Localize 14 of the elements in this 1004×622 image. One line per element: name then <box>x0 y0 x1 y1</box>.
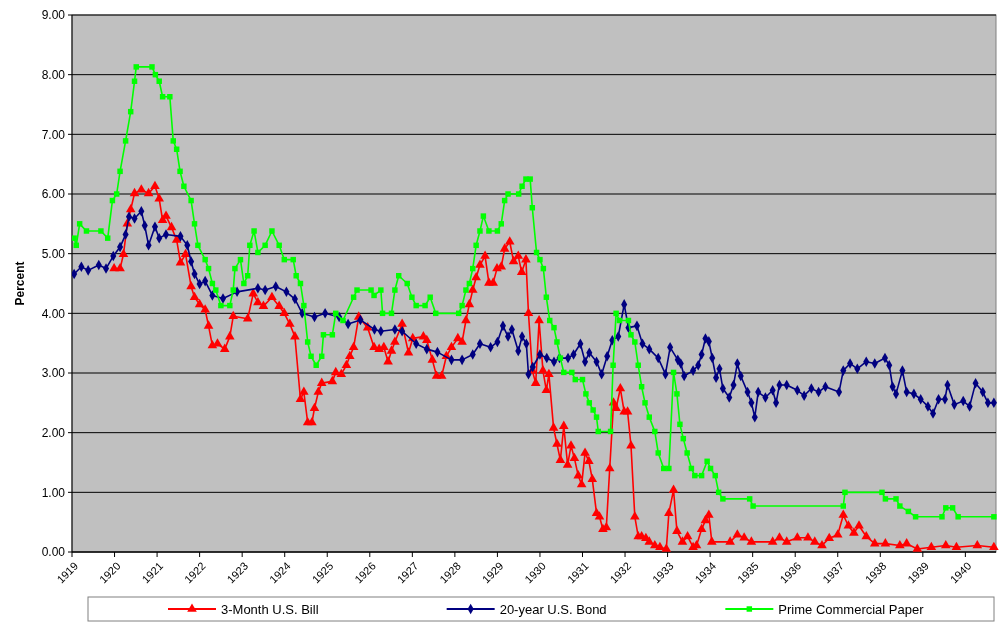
y-tick-label: 3.00 <box>41 366 66 381</box>
y-tick-label: 5.00 <box>41 246 66 261</box>
legend-label: 3-Month U.S. Bill <box>221 601 319 617</box>
y-tick-label: 1.00 <box>41 485 66 500</box>
y-tick-label: 7.00 <box>41 127 66 142</box>
y-tick-label: 6.00 <box>41 187 66 202</box>
y-axis-title: Percent <box>13 261 27 306</box>
y-tick-label: 9.00 <box>41 8 66 23</box>
y-tick-label: 0.00 <box>41 545 66 560</box>
legend-label: Prime Commercial Paper <box>778 601 925 617</box>
legend-label: 20-year U.S. Bond <box>499 601 607 617</box>
y-tick-label: 4.00 <box>41 306 66 321</box>
y-tick-label: 8.00 <box>41 67 66 82</box>
y-tick-label: 2.00 <box>41 425 66 440</box>
